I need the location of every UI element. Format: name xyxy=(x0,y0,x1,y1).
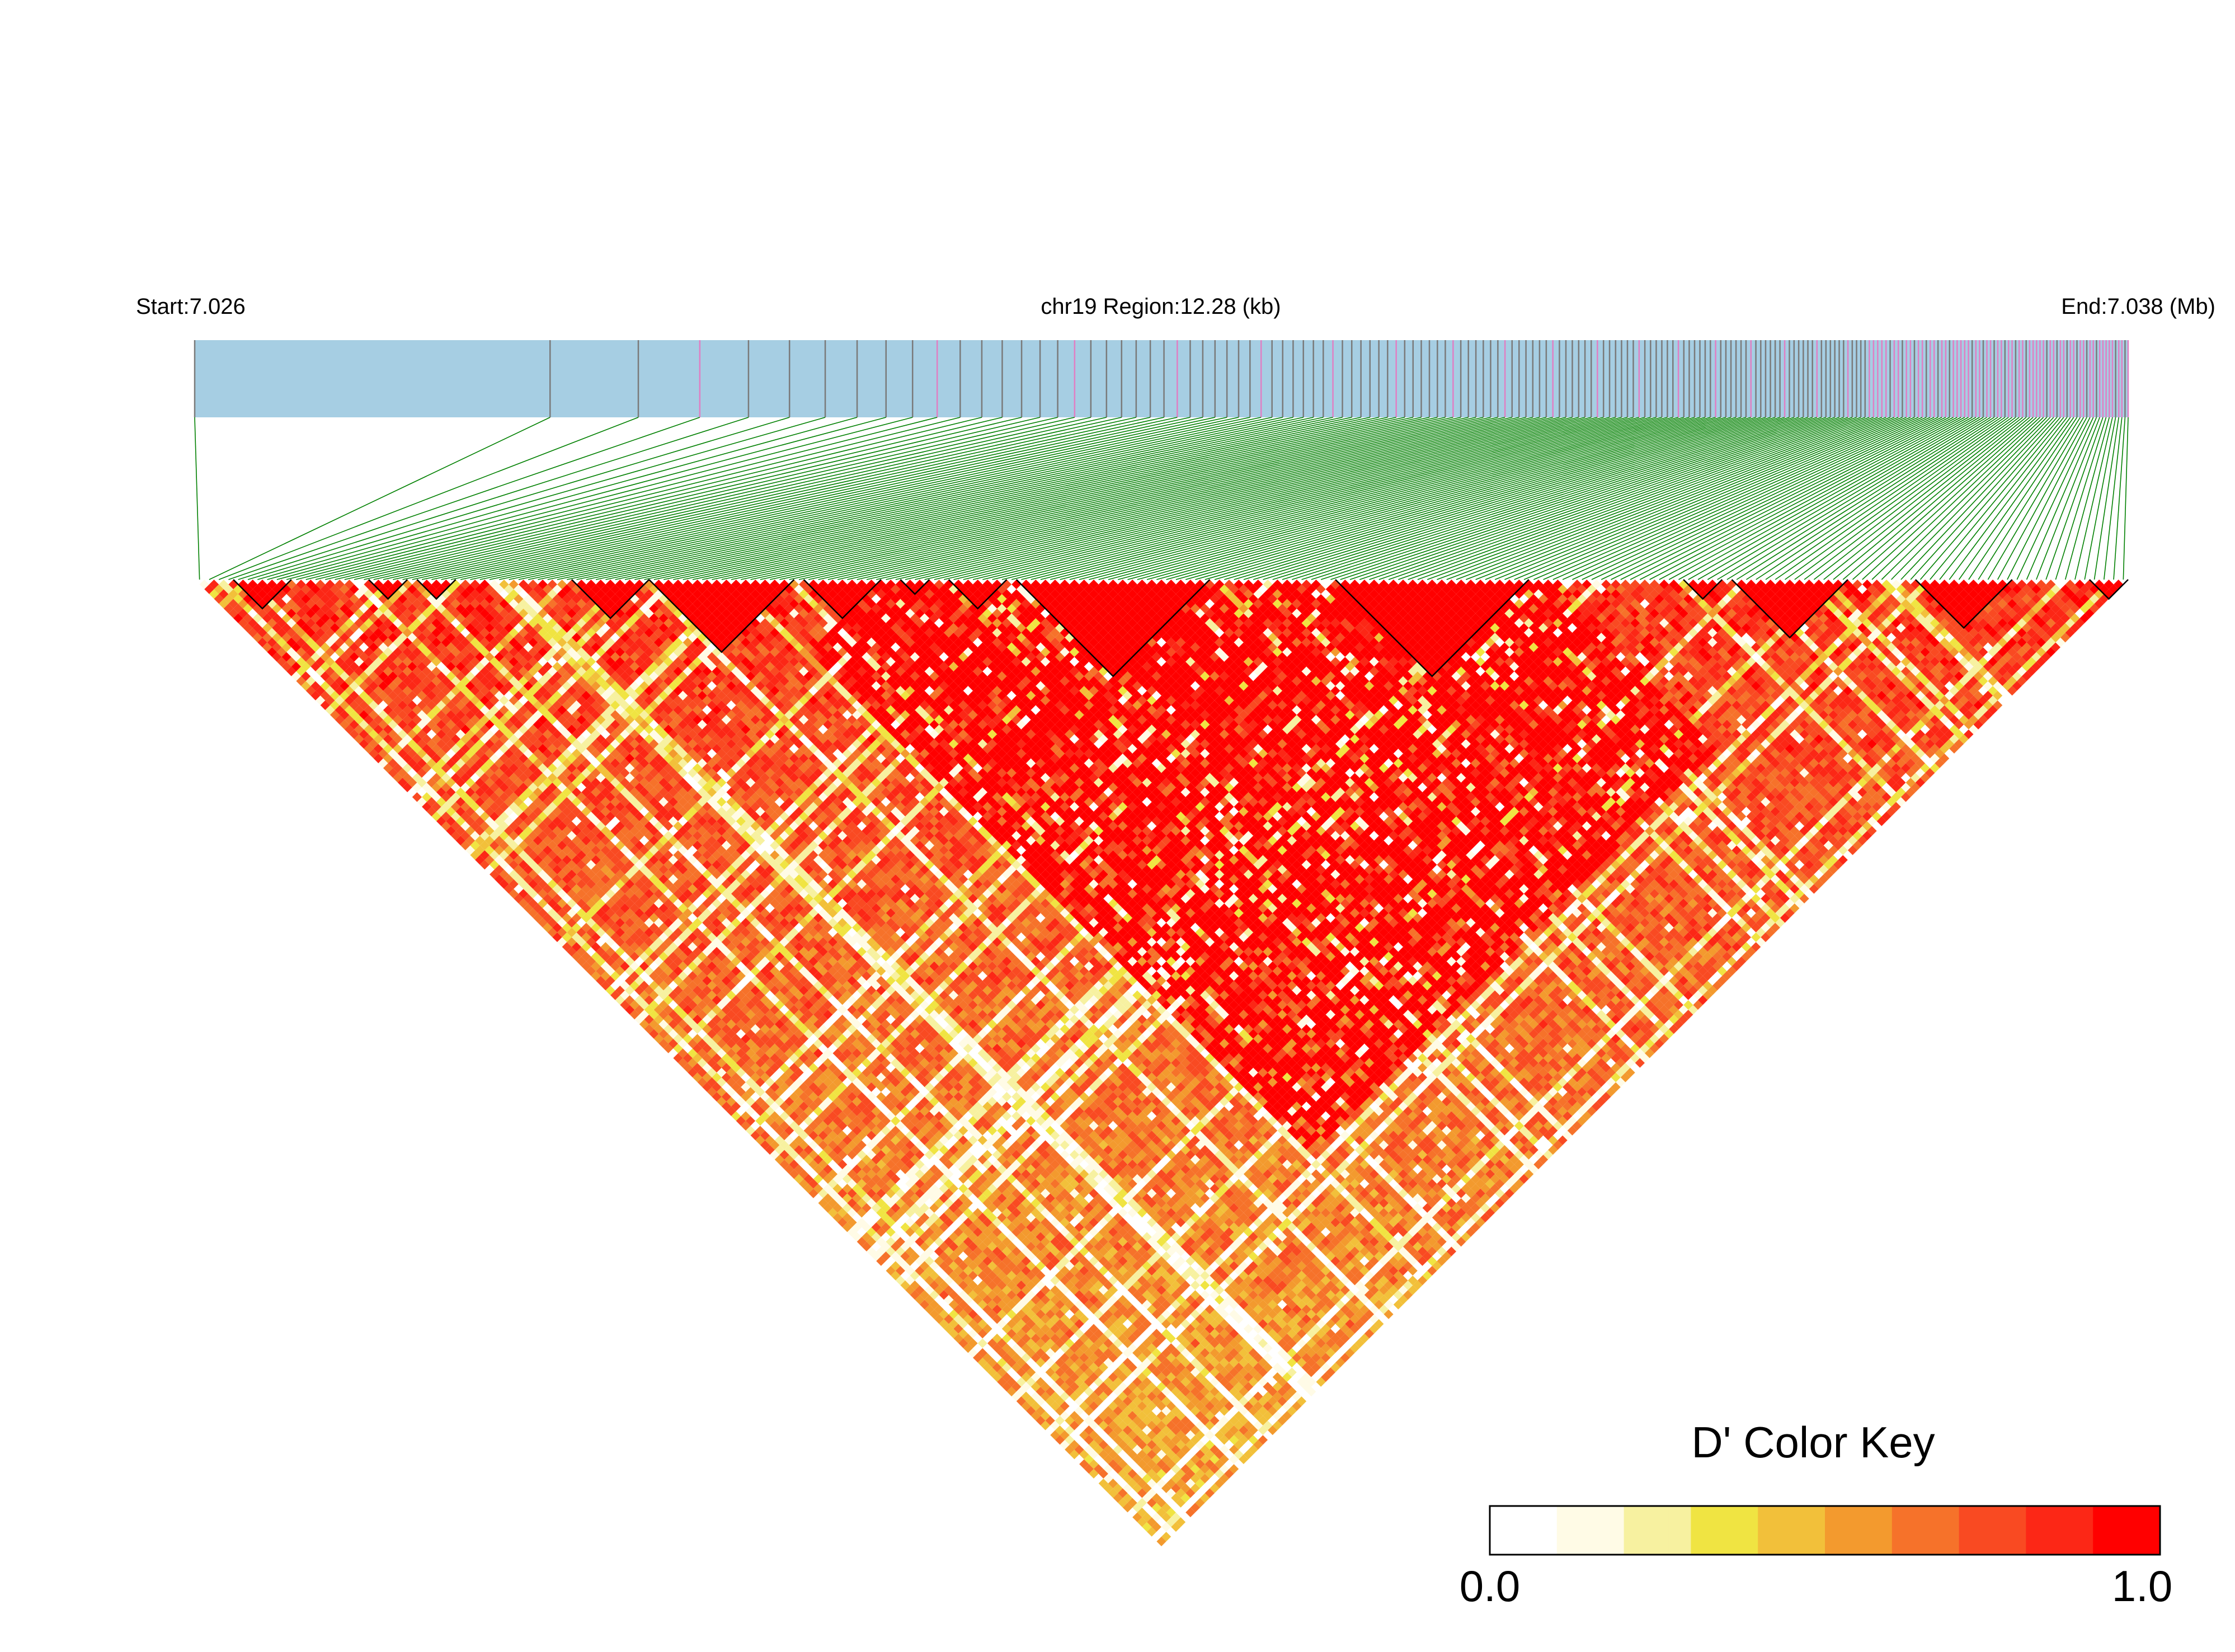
snp-connector-line xyxy=(2017,417,2093,580)
snp-connector-line xyxy=(1804,417,2019,580)
snp-connector-line xyxy=(2123,417,2128,580)
snp-connector-line xyxy=(722,417,1469,580)
snp-connector-line xyxy=(1940,417,2067,580)
snp-connector-line xyxy=(2036,417,2100,580)
region-label: chr19 Region:12.28 (kb) xyxy=(1041,294,1281,319)
snp-connector-line xyxy=(1437,417,1873,580)
snp-connector-line xyxy=(1959,417,2074,580)
snp-connector-line xyxy=(1872,417,2043,580)
snp-connector-line xyxy=(2007,417,2090,580)
snp-connector-line xyxy=(1998,417,2087,580)
snp-connector-line xyxy=(1824,417,2026,580)
end-label: End:7.038 (Mb) xyxy=(2061,294,2215,319)
snp-connector-line xyxy=(2046,417,2103,580)
snp-connector-line xyxy=(412,417,1150,580)
snp-position-track xyxy=(195,340,2128,417)
ld-matrix xyxy=(200,580,2124,1546)
snp-connector-line xyxy=(1978,417,2080,580)
snp-connector-line xyxy=(228,417,699,580)
snp-connector-line xyxy=(1930,417,2064,580)
snp-connector-line xyxy=(2027,417,2097,580)
track-background xyxy=(195,340,2128,417)
snp-connector-line xyxy=(1678,417,1972,580)
snp-connector-line xyxy=(195,417,200,580)
snp-connector-line xyxy=(1969,417,2077,580)
snp-connector-line xyxy=(1949,417,2070,580)
snp-connector-line xyxy=(596,417,1361,580)
snp-connector-line xyxy=(1988,417,2083,580)
snp-connector-line xyxy=(1775,417,2008,580)
snp-connector-line xyxy=(857,417,1566,580)
snp-connector-line xyxy=(248,417,789,580)
snp-connector-line xyxy=(837,417,1553,580)
snp-connector-line xyxy=(1853,417,2037,580)
snp-connector-line xyxy=(2065,417,2110,580)
snp-connector-line xyxy=(2085,417,2115,580)
snp-connector-line xyxy=(1737,417,1994,580)
start-label: Start:7.026 xyxy=(136,294,246,319)
snp-connector-lines xyxy=(195,417,2128,580)
snp-connector-line xyxy=(712,417,1461,580)
snp-connector-line xyxy=(480,417,1239,580)
